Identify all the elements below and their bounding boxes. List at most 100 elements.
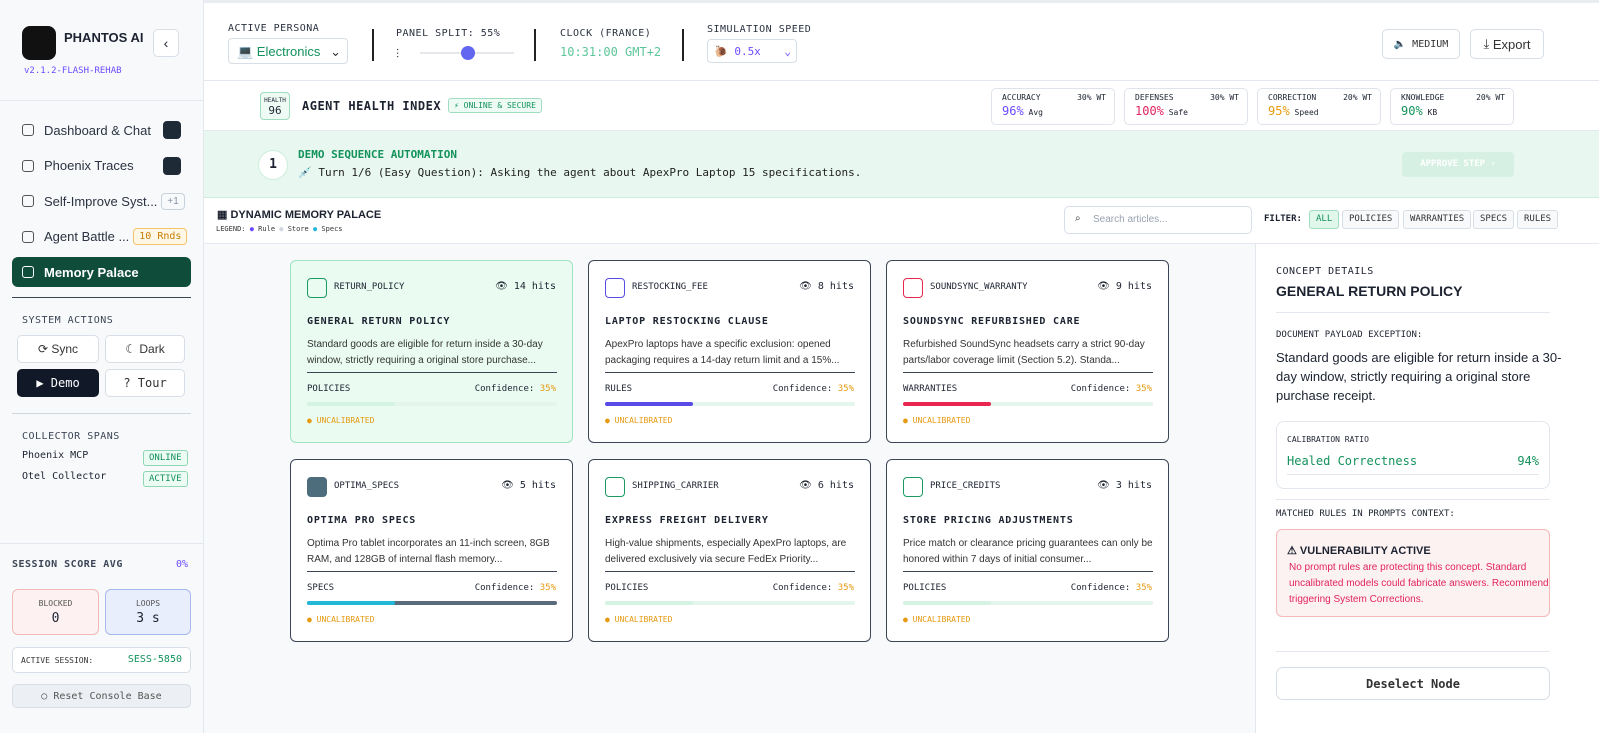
label: Reset Console Base — [53, 690, 162, 702]
persona-select[interactable]: 💻 Electronics ⌄ — [228, 38, 348, 64]
label: 96% — [1002, 104, 1024, 118]
confidence-bar — [307, 402, 395, 406]
confidence-track — [307, 402, 557, 406]
payload-text: Standard goods are eligible for return i… — [1276, 350, 1562, 403]
decoration: ⌄ — [784, 45, 791, 58]
nav-item[interactable]: Memory Palace — [12, 257, 191, 287]
collapse-button[interactable]: ‹ — [153, 29, 179, 57]
blocked-box: BLOCKED 0 — [12, 589, 99, 635]
reset-button[interactable]: ○ Reset Console Base — [12, 684, 191, 708]
export-button[interactable]: ⤓ Export — [1470, 29, 1544, 59]
nav-item[interactable]: Dashboard & Chat — [12, 115, 191, 145]
volume-button[interactable]: 🔈 MEDIUM — [1382, 29, 1460, 59]
nav-item[interactable]: Phoenix Traces — [12, 151, 191, 181]
label: Tour — [137, 376, 167, 390]
card-title: SOUNDSYNC REFURBISHED CARE — [903, 316, 1081, 327]
span-status: ACTIVE — [143, 471, 188, 487]
search-input[interactable]: ⌕ Search articles... — [1064, 206, 1252, 234]
label: CALIBRATION RATIO — [1287, 435, 1369, 444]
memory-card[interactable]: RESTOCKING_FEE 👁 8 hits LAPTOP RESTOCKIN… — [588, 260, 871, 443]
card-text: Optima Pro tablet incorporates an 11-inc… — [307, 538, 550, 565]
brand: PHANTOS AI — [64, 30, 144, 45]
card-hits: 👁 3 hits — [1097, 480, 1152, 491]
label: HEALTH — [264, 97, 286, 104]
decoration: Confidence: 35% — [475, 583, 556, 593]
demo-title: DEMO SEQUENCE AUTOMATION — [298, 148, 457, 161]
label: 94% — [1517, 454, 1539, 468]
memory-card[interactable]: OPTIMA_SPECS 👁 5 hits OPTIMA PRO SPECS O… — [290, 459, 573, 642]
memory-card[interactable]: RETURN_POLICY 👁 14 hits GENERAL RETURN P… — [290, 260, 573, 443]
card-hits: 👁 14 hits — [495, 281, 556, 292]
filter-chip[interactable]: ALL — [1309, 210, 1340, 229]
card-id: RESTOCKING_FEE — [632, 282, 708, 292]
label: 0 — [51, 611, 60, 626]
nav-indicator — [163, 156, 181, 175]
card-category: WARRANTIES — [903, 384, 958, 394]
label: Avg — [1028, 108, 1043, 117]
label: Phoenix Traces — [44, 158, 134, 173]
top-bar: ACTIVE PERSONA 💻 Electronics ⌄ PANEL SPLI… — [204, 0, 1599, 81]
section-title: COLLECTOR SPANS — [22, 431, 120, 442]
label: 30% WT — [1077, 93, 1106, 102]
label: 🐌 0.5x — [714, 45, 761, 58]
approve-button[interactable]: APPROVE STEP › — [1402, 152, 1514, 177]
label: 3 hits — [1115, 480, 1152, 491]
filter-label: FILTER: — [1264, 214, 1302, 224]
memory-card[interactable]: SOUNDSYNC_WARRANTY 👁 9 hits SOUNDSYNC RE… — [886, 260, 1169, 443]
decoration — [1276, 312, 1550, 313]
label: 35% — [539, 384, 556, 394]
decoration: ● UNCALIBRATED — [903, 416, 971, 425]
label: Confidence: — [1070, 384, 1131, 394]
demo-text: 💉 Turn 1/6 (Easy Question): Asking the a… — [298, 166, 862, 179]
nav-indicator — [163, 121, 181, 139]
label: 35% — [837, 583, 854, 593]
label: CLOCK (FRANCE) — [560, 28, 652, 39]
label: 35% — [1135, 583, 1152, 593]
confidence-track — [903, 402, 1153, 406]
decoration — [307, 372, 557, 373]
label: Confidence: — [772, 583, 833, 593]
card-title: LAPTOP RESTOCKING CLAUSE — [605, 316, 769, 327]
filter-chip[interactable]: RULES — [1517, 210, 1559, 229]
card-hits: 👁 9 hits — [1097, 281, 1152, 292]
palace-title: ▦ DYNAMIC MEMORY PALACE — [217, 209, 382, 221]
label: Dark — [139, 342, 165, 356]
memory-card[interactable]: SHIPPING_CARRIER 👁 6 hits EXPRESS FREIGH… — [588, 459, 871, 642]
label: UNCALIBRATED — [614, 615, 673, 624]
label: 30% WT — [1210, 93, 1239, 102]
filter-chip[interactable]: SPECS — [1473, 210, 1515, 229]
filter-chip[interactable]: POLICIES — [1342, 210, 1400, 229]
version: v2.1.2-FLASH-REHAB — [24, 66, 122, 76]
label: Export — [1492, 36, 1531, 52]
label: 96 — [268, 104, 282, 117]
card-icon — [605, 477, 625, 497]
memory-card[interactable]: PRICE_CREDITS 👁 3 hits STORE PRICING ADJ… — [886, 459, 1169, 642]
confidence-track — [307, 601, 557, 605]
card-title: GENERAL RETURN POLICY — [307, 316, 451, 327]
card-id: SHIPPING_CARRIER — [632, 481, 719, 491]
span-name: Phoenix MCP — [22, 450, 89, 461]
logo — [22, 26, 56, 60]
decoration: Confidence: 35% — [773, 384, 854, 394]
tour-button[interactable]: ? Tour — [105, 369, 185, 397]
card-text: High-value shipments, especially ApexPro… — [605, 538, 847, 565]
sync-button[interactable]: ⟳ Sync — [17, 335, 99, 363]
demo-button[interactable]: ▶ Demo — [17, 369, 99, 397]
speed-select[interactable]: 🐌 0.5x ⌄ — [707, 39, 797, 63]
nav-item[interactable]: Agent Battle ... 10 Rnds — [12, 222, 191, 252]
label: UNCALIBRATED — [614, 416, 673, 425]
label: Self-Improve Syst... — [44, 193, 158, 209]
card-id: PRICE_CREDITS — [930, 481, 1001, 491]
card-icon — [307, 278, 327, 298]
deselect-button[interactable]: Deselect Node — [1276, 667, 1550, 700]
dark-button[interactable]: ☾ Dark — [105, 335, 185, 363]
health-badge: HEALTH 96 — [260, 92, 290, 120]
decoration: ● — [312, 225, 318, 233]
card-icon — [605, 278, 625, 298]
metric-card: KNOWLEDGE 20% WT 90% KB — [1390, 88, 1514, 125]
filter-chip[interactable]: WARRANTIES — [1403, 210, 1472, 229]
card-title: STORE PRICING ADJUSTMENTS — [903, 515, 1074, 526]
slider-thumb[interactable] — [461, 46, 475, 60]
nav-item[interactable]: Self-Improve Syst... +1 — [12, 186, 191, 216]
